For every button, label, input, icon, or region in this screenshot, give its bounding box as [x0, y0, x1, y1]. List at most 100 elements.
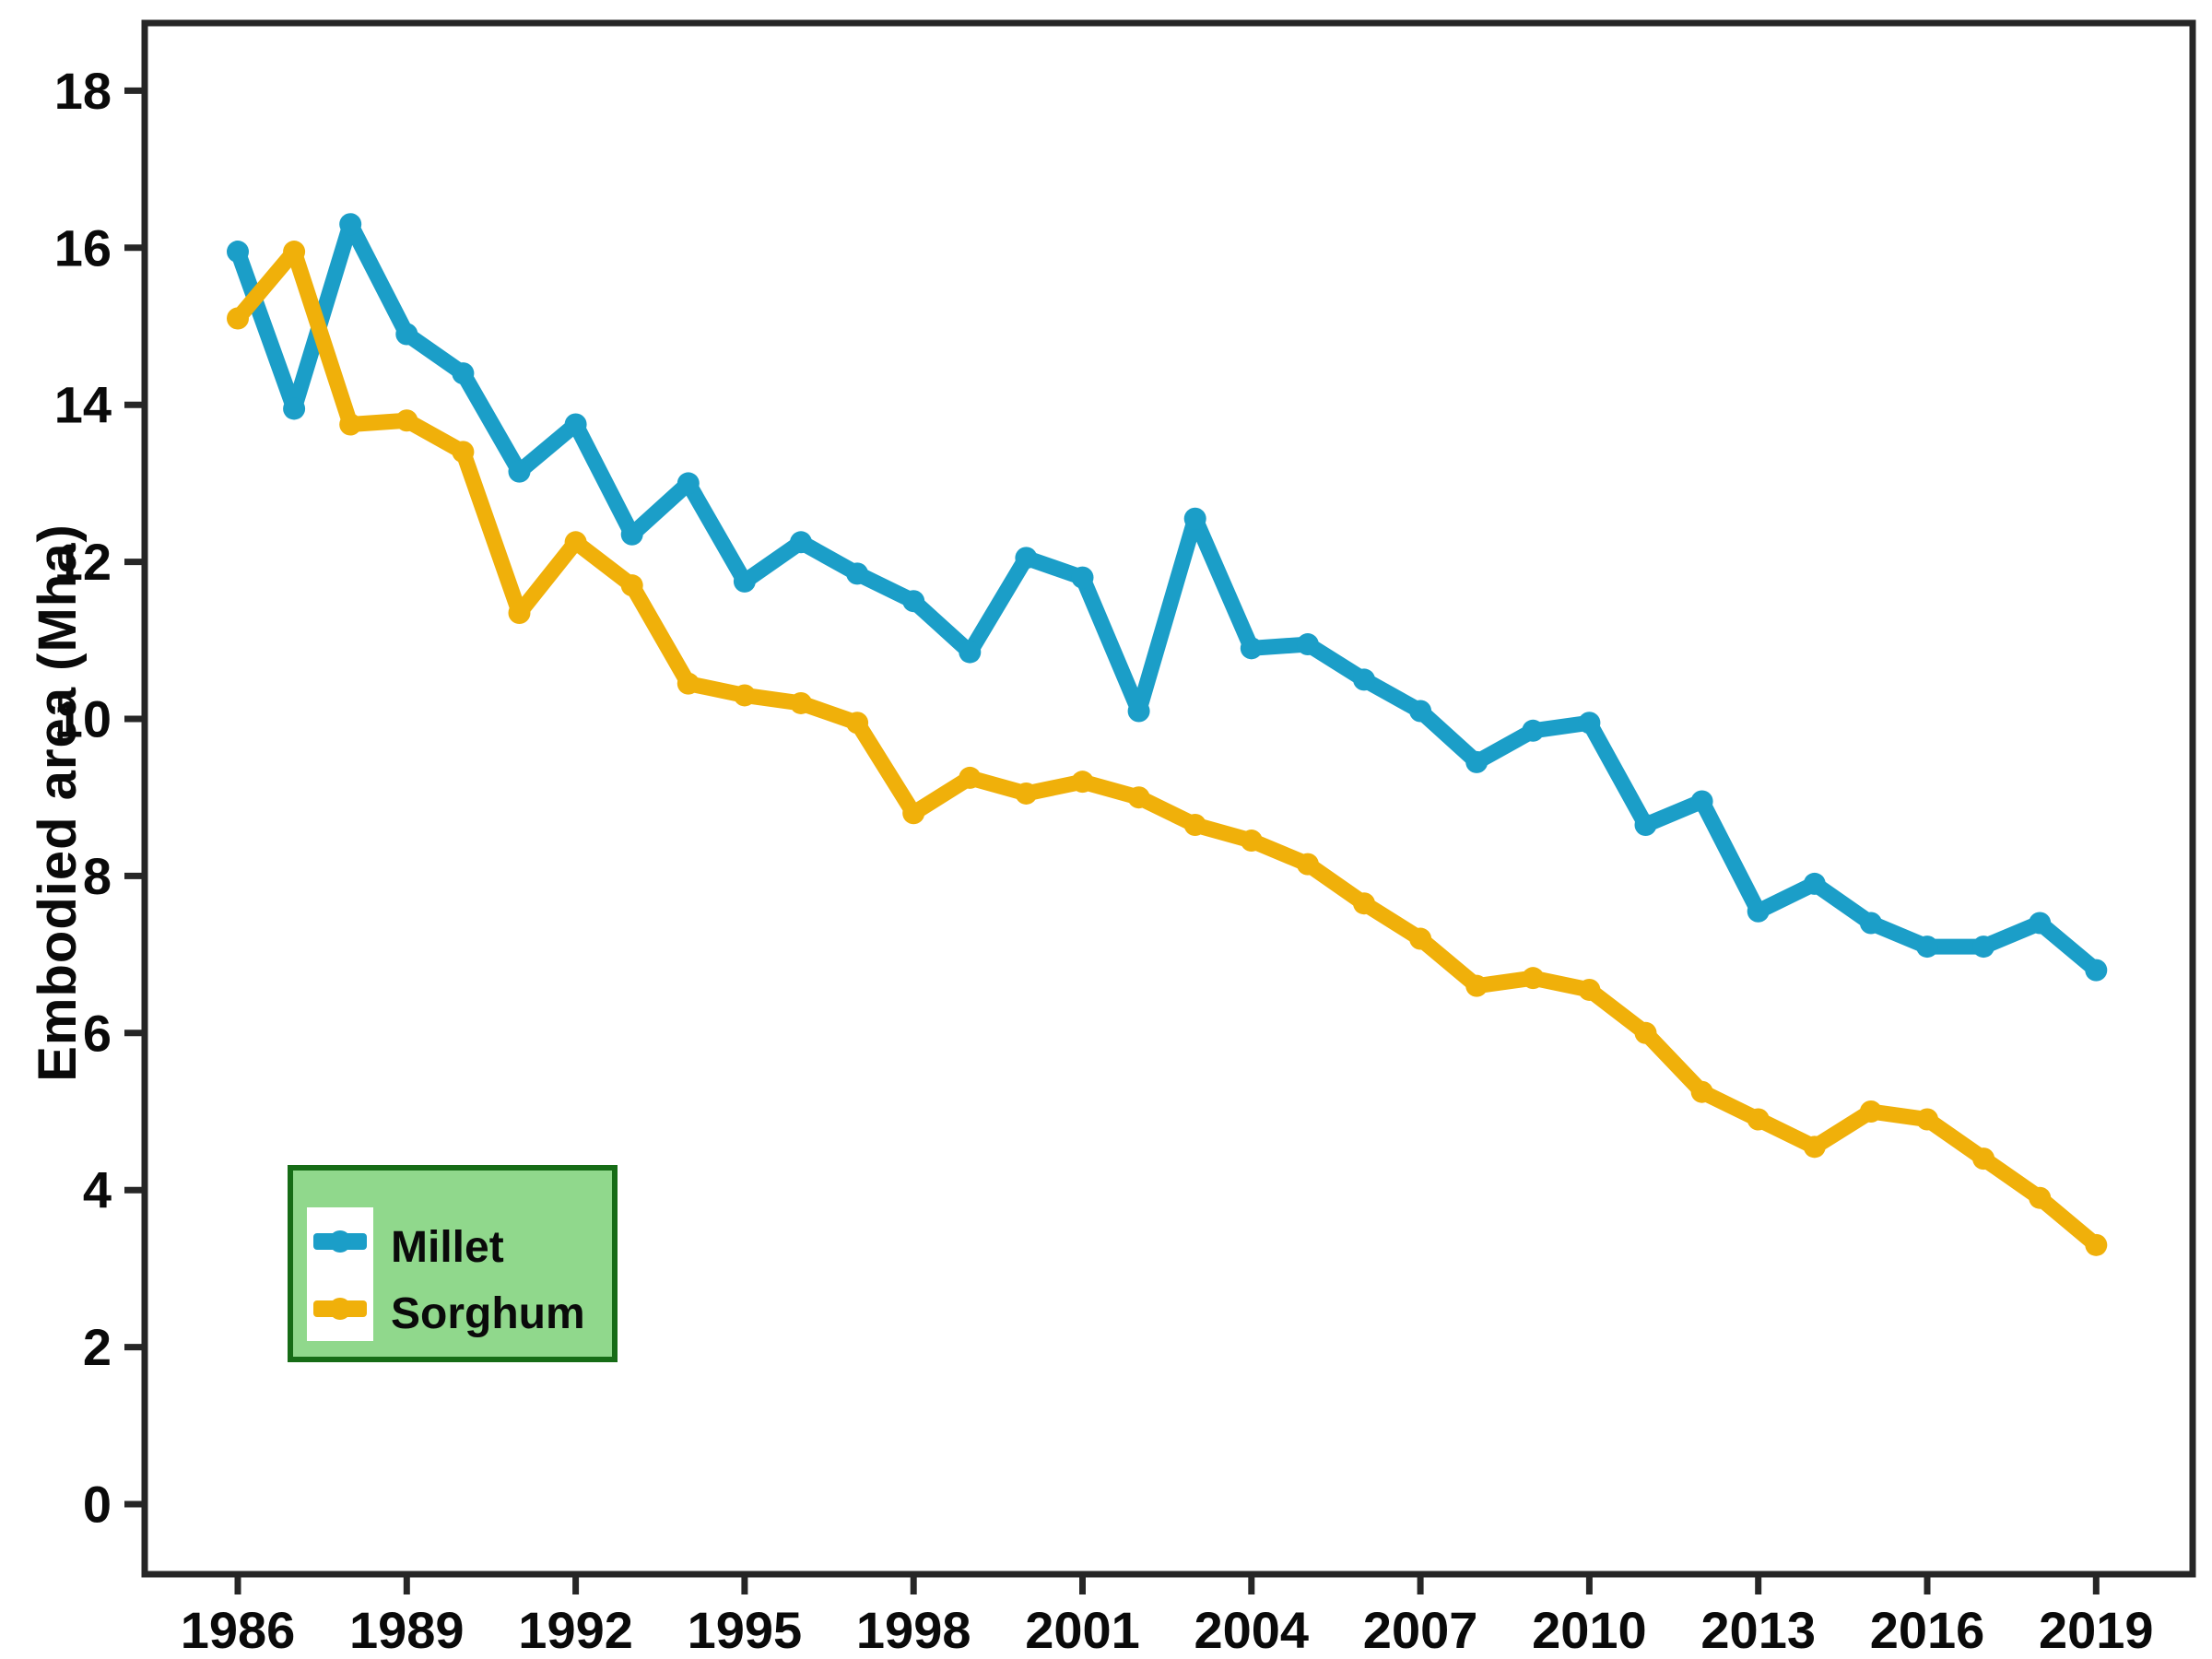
sorghum-point: [339, 413, 362, 436]
sorghum-point: [564, 531, 587, 554]
sorghum-point: [452, 441, 475, 464]
millet-swatch-point-icon: [329, 1230, 351, 1253]
sorghum-point: [1183, 814, 1206, 837]
millet-point: [395, 323, 418, 346]
x-tick-label: 2010: [1532, 1601, 1647, 1659]
sorghum-point: [1747, 1108, 1770, 1131]
legend-swatch-panel: [307, 1207, 373, 1341]
sorghum-point: [1071, 771, 1094, 794]
x-tick-label: 1995: [688, 1601, 803, 1659]
sorghum-point: [1859, 1100, 1882, 1123]
x-tick-label: 2019: [2039, 1601, 2154, 1659]
millet-swatch-line: [313, 1230, 367, 1253]
sorghum-point: [902, 802, 925, 825]
x-tick-label: 1992: [518, 1601, 633, 1659]
x-tick-label: 2013: [1700, 1601, 1816, 1659]
millet-point: [2085, 959, 2108, 982]
y-tick-label: 2: [83, 1318, 112, 1376]
sorghum-point: [1409, 927, 1432, 950]
sorghum-point: [1972, 1147, 1995, 1171]
sorghum-point: [1690, 1080, 1713, 1103]
sorghum-point: [508, 601, 531, 624]
millet-point: [1916, 935, 1938, 959]
millet-point: [846, 562, 869, 585]
y-tick-label: 0: [83, 1476, 112, 1534]
millet-point: [339, 213, 362, 236]
millet-point: [1522, 719, 1545, 742]
sorghum-point: [620, 574, 643, 597]
legend-label-sorghum: Sorghum: [391, 1289, 585, 1338]
legend: Millet Sorghum: [288, 1165, 618, 1362]
y-tick-label: 4: [83, 1161, 112, 1219]
millet-point: [677, 472, 700, 495]
millet-point: [1015, 547, 1038, 570]
x-tick-label: 2001: [1025, 1601, 1140, 1659]
sorghum-point: [395, 409, 418, 432]
x-tick-label: 1998: [856, 1601, 971, 1659]
y-tick-label: 6: [83, 1004, 112, 1062]
millet-point: [1353, 668, 1375, 691]
millet-point: [1127, 700, 1150, 723]
x-tick-label: 1986: [181, 1601, 296, 1659]
sorghum-point: [846, 712, 869, 735]
sorghum-point: [733, 684, 756, 707]
millet-point: [564, 413, 587, 436]
millet-point: [1690, 790, 1713, 813]
plot-border: [141, 19, 2196, 1578]
millet-point: [733, 570, 756, 593]
y-tick-label: 10: [54, 690, 112, 748]
sorghum-point: [2029, 1186, 2052, 1209]
millet-point: [959, 641, 982, 664]
sorghum-point: [227, 307, 249, 330]
y-tick-label: 8: [83, 847, 112, 905]
sorghum-point: [1296, 853, 1319, 876]
millet-point: [1071, 566, 1094, 589]
x-tick-label: 2004: [1194, 1601, 1310, 1659]
millet-point: [1859, 912, 1882, 935]
millet-point: [790, 531, 812, 554]
millet-point: [227, 241, 249, 264]
sorghum-point: [677, 672, 700, 695]
millet-point: [1183, 507, 1206, 530]
sorghum-point: [1353, 892, 1375, 915]
millet-point: [1578, 712, 1601, 735]
sorghum-point: [1015, 782, 1038, 805]
sorghum-swatch-point-icon: [329, 1298, 351, 1320]
sorghum-point: [1240, 830, 1263, 853]
millet-point: [283, 397, 306, 420]
millet-point: [2029, 912, 2052, 935]
millet-point: [902, 590, 925, 613]
sorghum-point: [1578, 978, 1601, 1001]
millet-point: [1409, 700, 1432, 723]
sorghum-point: [1465, 974, 1488, 997]
y-tick-label: 14: [54, 376, 112, 434]
y-tick-label: 12: [54, 533, 112, 591]
millet-point: [1634, 814, 1657, 837]
millet-point: [1972, 935, 1995, 959]
sorghum-point: [1127, 786, 1150, 809]
y-tick-label: 18: [54, 62, 112, 120]
millet-point: [508, 460, 531, 483]
millet-point: [620, 523, 643, 546]
millet-point: [1747, 900, 1770, 923]
x-tick-label: 2016: [1870, 1601, 1985, 1659]
sorghum-point: [283, 241, 306, 264]
legend-label-millet: Millet: [391, 1223, 504, 1272]
x-tick-label: 1989: [349, 1601, 465, 1659]
y-axis-title: Embodied area (Mha): [28, 524, 88, 1082]
sorghum-point: [1522, 967, 1545, 990]
y-tick-label: 16: [54, 218, 112, 276]
sorghum-point: [1803, 1135, 1826, 1159]
millet-point: [1465, 750, 1488, 773]
sorghum-point: [1916, 1108, 1938, 1131]
millet-point: [452, 362, 475, 385]
millet-point: [1240, 637, 1263, 660]
sorghum-line: [229, 243, 2104, 1253]
x-tick-label: 2007: [1363, 1601, 1478, 1659]
sorghum-point: [790, 691, 812, 714]
sorghum-point: [1634, 1021, 1657, 1044]
sorghum-point: [2085, 1233, 2108, 1256]
millet-point: [1803, 872, 1826, 895]
